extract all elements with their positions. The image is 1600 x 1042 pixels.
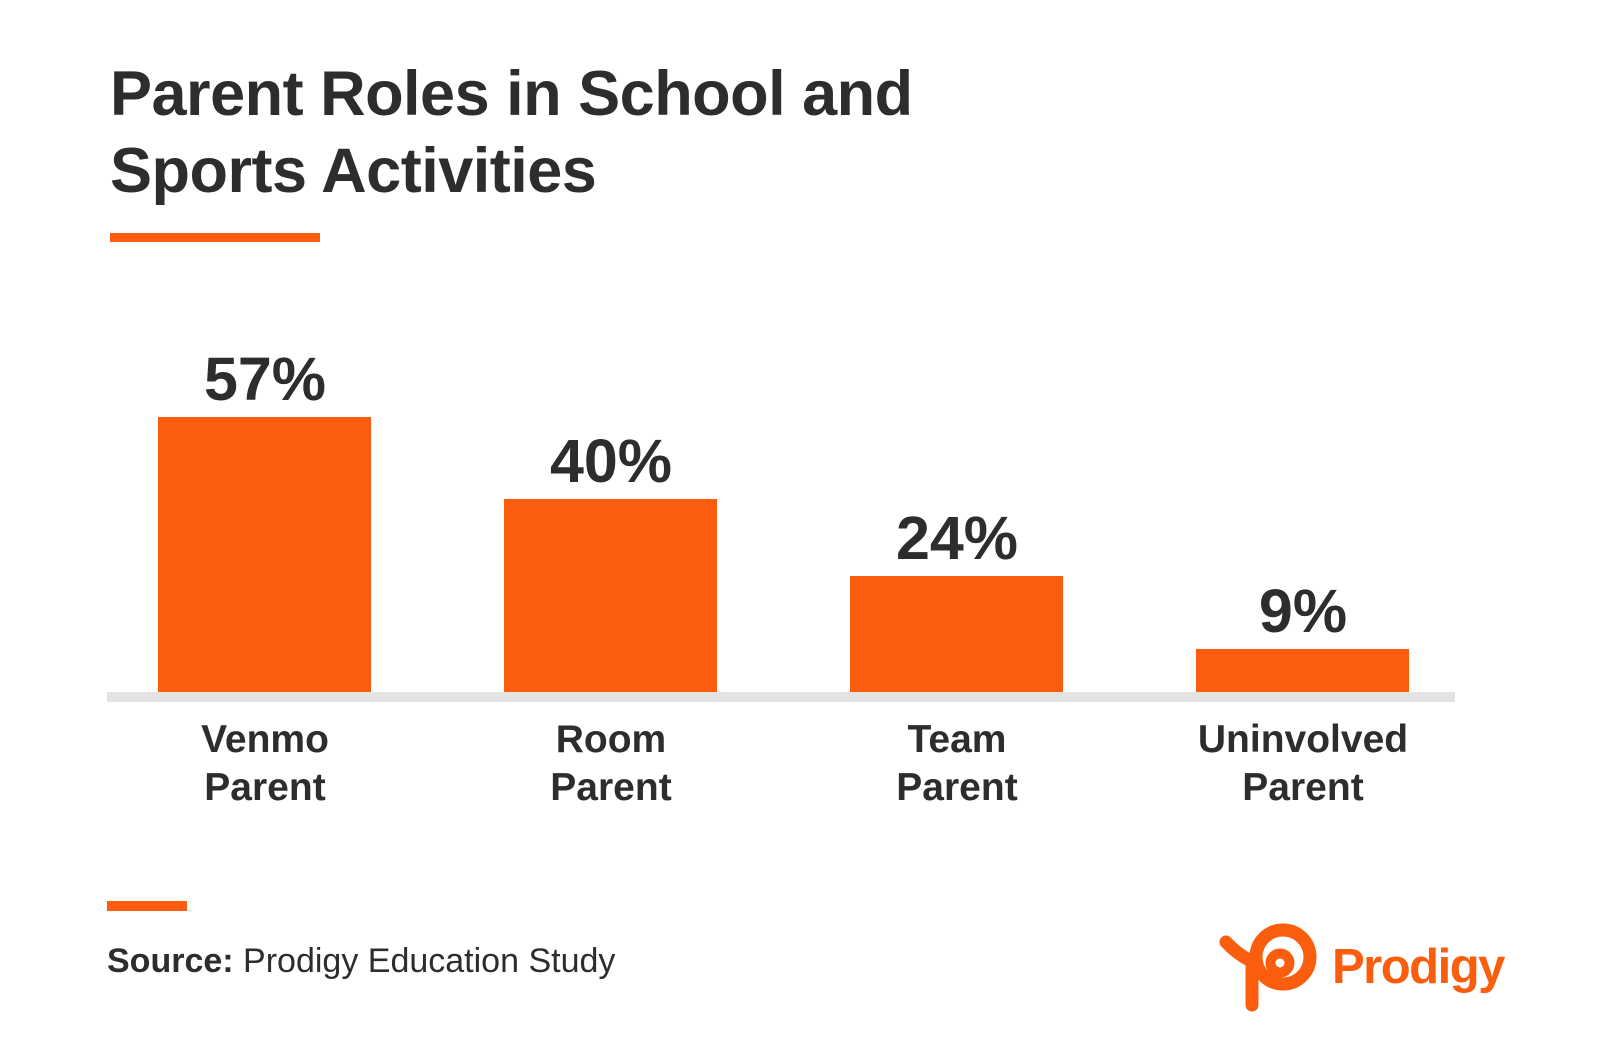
value-label-room-parent: 40% bbox=[549, 427, 673, 495]
bar-team-parent bbox=[850, 576, 1063, 692]
category-label-line: Parent bbox=[550, 766, 672, 809]
value-label-uninvolved-parent: 9% bbox=[1258, 577, 1348, 645]
category-label-line: Venmo bbox=[201, 718, 329, 761]
category-label-line: Parent bbox=[204, 766, 326, 809]
bar-uninvolved-parent bbox=[1196, 649, 1409, 692]
bar-group-venmo-parent: 57% Venmo Parent bbox=[115, 0, 415, 1042]
prodigy-wordmark: Prodigy bbox=[1332, 940, 1505, 994]
category-label-uninvolved-parent: Uninvolved Parent bbox=[1153, 716, 1453, 812]
category-label-line: Parent bbox=[1242, 766, 1364, 809]
value-label-venmo-parent: 57% bbox=[203, 345, 327, 413]
bar-group-room-parent: 40% Room Parent bbox=[461, 0, 761, 1042]
category-label-line: Room bbox=[555, 718, 667, 761]
category-label-room-parent: Room Parent bbox=[461, 716, 761, 812]
chart-title-line-1: Parent Roles in School and bbox=[110, 59, 913, 129]
bar-venmo-parent bbox=[158, 417, 371, 692]
title-accent-rule bbox=[110, 233, 320, 242]
prodigy-logo: Prodigy bbox=[1219, 920, 1520, 1020]
category-label-line: Team bbox=[907, 718, 1007, 761]
category-label-team-parent: Team Parent bbox=[807, 716, 1107, 812]
chart-title-line-2: Sports Activities bbox=[110, 136, 597, 206]
x-axis-line bbox=[107, 692, 1455, 702]
category-label-line: Uninvolved bbox=[1197, 718, 1409, 761]
bar-group-uninvolved-parent: 9% Uninvolved Parent bbox=[1153, 0, 1453, 1042]
chart-title: Parent Roles in School and Sports Activi… bbox=[110, 56, 913, 210]
footer-accent-rule bbox=[107, 901, 187, 911]
bar-room-parent bbox=[504, 499, 717, 692]
bar-group-team-parent: 24% Team Parent bbox=[807, 0, 1107, 1042]
category-label-line: Parent bbox=[896, 766, 1018, 809]
category-label-venmo-parent: Venmo Parent bbox=[115, 716, 415, 812]
value-label-team-parent: 24% bbox=[895, 504, 1019, 572]
source-label: Source: bbox=[107, 942, 234, 980]
source-line: Source: Prodigy Education Study bbox=[107, 938, 615, 984]
source-text: Prodigy Education Study bbox=[243, 942, 616, 980]
prodigy-p-icon bbox=[1219, 923, 1317, 1012]
